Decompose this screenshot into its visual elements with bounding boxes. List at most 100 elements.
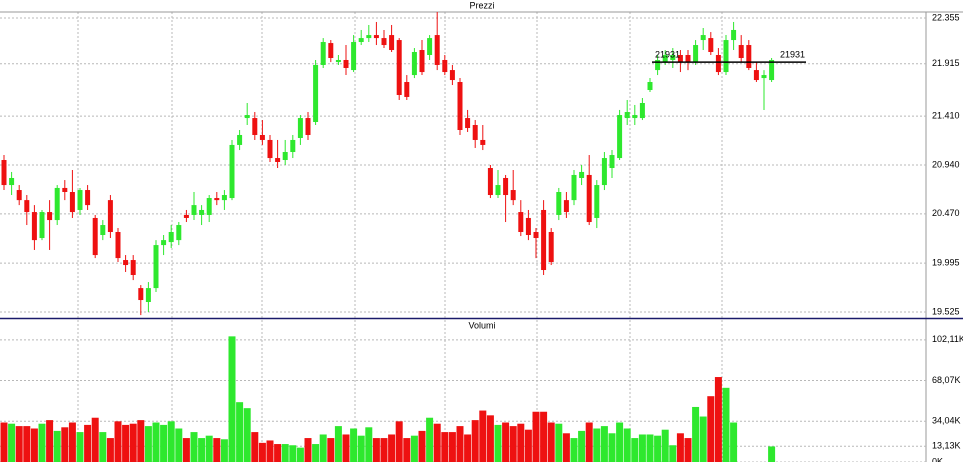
candle-body [366, 35, 372, 39]
price-title: Prezzi [469, 0, 494, 10]
candle-body [290, 139, 296, 153]
volume-bar [502, 422, 510, 462]
candle-body [24, 200, 30, 213]
volume-bar [327, 438, 335, 462]
candle-body [548, 231, 554, 263]
volume-bar [433, 423, 441, 462]
volume-bar [198, 438, 206, 462]
candle-body [487, 168, 493, 196]
candle-body [442, 59, 448, 73]
candle-body [533, 231, 539, 239]
candle-body [389, 35, 395, 51]
volume-bar [676, 433, 684, 462]
volume-bar [684, 438, 692, 462]
candle-body [214, 198, 220, 201]
candle-body [168, 231, 174, 243]
volume-bar [555, 423, 563, 462]
volume-bar [448, 432, 456, 462]
volume-bar [585, 422, 593, 462]
volume-bar [91, 417, 99, 462]
volume-bar [692, 406, 700, 462]
candle-body [130, 260, 136, 275]
candle-body [183, 214, 189, 218]
candle-body [320, 42, 326, 65]
candle-body [39, 212, 45, 239]
volume-bar [319, 434, 327, 462]
volume-bar [616, 422, 624, 462]
candle-body [761, 75, 767, 79]
y-tick-label: 68,07K [932, 375, 961, 385]
candle-body [685, 55, 691, 63]
volume-bar [547, 422, 555, 462]
candle-body [9, 177, 15, 186]
candle-body [373, 35, 379, 39]
volume-bar [236, 402, 244, 462]
volume-bar [600, 426, 608, 462]
y-tick-label: 20.940 [932, 159, 960, 169]
candle-body [769, 59, 775, 81]
volume-bar [768, 446, 776, 462]
y-tick-label: 21.915 [932, 58, 960, 68]
volume-bar [213, 438, 221, 462]
volume-bar [334, 426, 342, 462]
candle-body [252, 118, 258, 135]
volume-bar [418, 430, 426, 462]
candle-body [267, 139, 273, 159]
candle-body [244, 115, 250, 119]
candle-body [708, 38, 714, 52]
candle-body [221, 195, 227, 201]
volume-bar [84, 424, 92, 462]
candle-body [700, 35, 706, 41]
volume-bar [456, 426, 464, 462]
candle-body [229, 144, 235, 199]
candle-body [693, 45, 699, 63]
volume-bar [357, 435, 365, 462]
annotation-label: 21931 [655, 49, 680, 59]
volume-bar [30, 428, 38, 462]
volume-bar [608, 433, 616, 462]
annotation-label: 21931 [780, 49, 805, 59]
volume-bar [0, 422, 8, 462]
candle-body [677, 55, 683, 63]
volume-bar [8, 423, 16, 462]
volume-bar [106, 438, 114, 462]
candle-body [47, 212, 53, 221]
candle-body [259, 134, 265, 140]
y-tick-label: 102,11K [932, 334, 963, 344]
candle-body [199, 209, 205, 215]
candle-body [449, 70, 455, 81]
volume-bar [532, 411, 540, 462]
candle-body [282, 152, 288, 161]
volume-bar [160, 424, 168, 462]
volume-bar [296, 447, 304, 462]
y-tick-label: 19.995 [932, 258, 960, 268]
volume-bar [46, 420, 54, 462]
candle-body [746, 45, 752, 68]
volume-bar [137, 420, 145, 462]
candle-body [472, 125, 478, 140]
volume-bar [388, 434, 396, 462]
candle-body [335, 59, 341, 63]
volume-bar [699, 416, 707, 462]
candle-body [655, 59, 661, 71]
candle-body [411, 51, 417, 76]
candle-body [503, 177, 509, 196]
candle-body [457, 82, 463, 130]
candle-body [556, 192, 562, 215]
volume-bar [152, 422, 160, 462]
candle-body [510, 190, 516, 201]
candle-body [662, 55, 668, 63]
volume-bar [350, 428, 358, 462]
volume-bar [129, 423, 137, 462]
candle-body [123, 260, 129, 266]
candle-body [1, 160, 7, 186]
volume-bar [175, 428, 183, 462]
candle-body [153, 245, 159, 289]
candle-body [525, 217, 531, 236]
candle-body [480, 139, 486, 145]
candle-body [579, 171, 585, 178]
candle-body [434, 35, 440, 65]
candle-body [313, 64, 319, 122]
volume-bar [274, 444, 282, 462]
